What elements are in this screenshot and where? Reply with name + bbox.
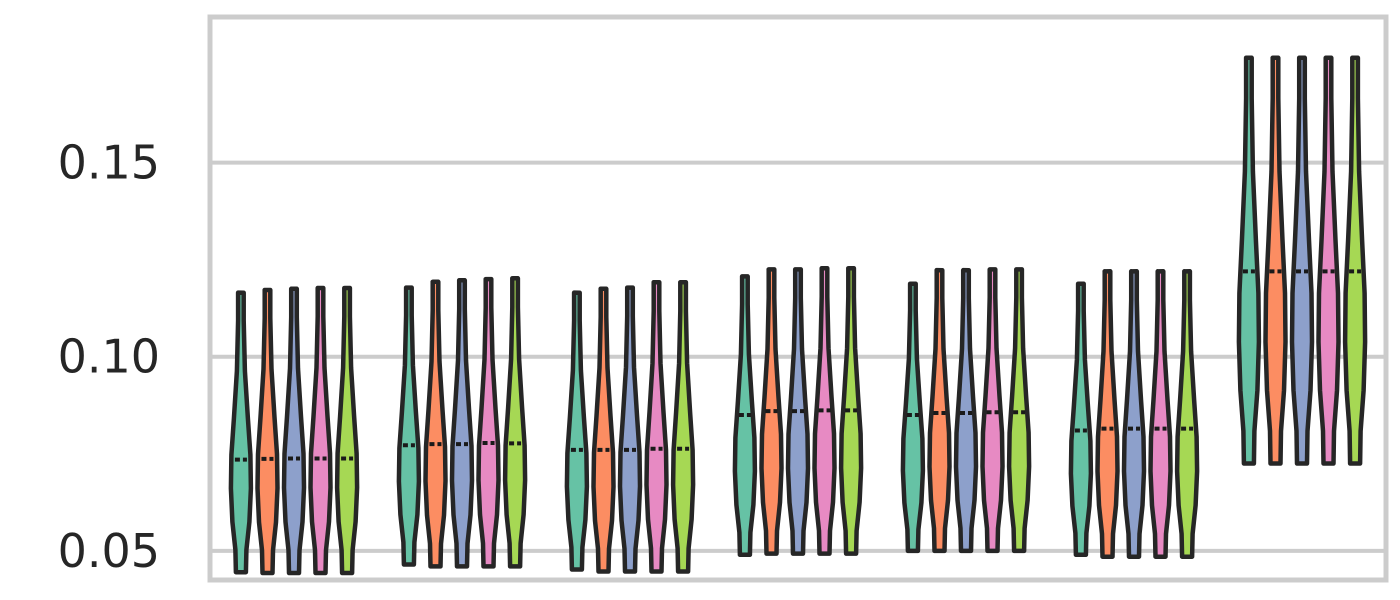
violin — [759, 267, 784, 556]
y-tick-label: 0.15 — [58, 136, 160, 190]
violin — [564, 290, 590, 572]
violin — [838, 265, 864, 556]
violin — [1068, 281, 1094, 558]
violin — [591, 286, 616, 574]
violin — [644, 279, 669, 574]
plot-frame — [207, 14, 1389, 583]
violin — [617, 285, 643, 574]
y-axis-ticks: 0.05 0.10 0.15 — [58, 136, 160, 578]
violin — [449, 278, 475, 569]
violin — [1342, 55, 1368, 466]
violin — [1316, 55, 1341, 466]
violins — [228, 55, 1368, 576]
violin — [900, 281, 926, 554]
violin — [396, 285, 422, 567]
violin — [308, 285, 333, 576]
violin — [980, 267, 1005, 554]
violin-group — [396, 276, 528, 569]
violin — [953, 267, 979, 554]
violin — [732, 274, 758, 558]
violin — [1236, 55, 1262, 466]
violin — [785, 267, 811, 556]
violin — [1289, 55, 1315, 466]
violin — [1095, 269, 1120, 559]
violin — [228, 290, 254, 575]
y-tick-label: 0.10 — [58, 330, 160, 384]
y-tick-label: 0.05 — [58, 524, 160, 578]
violin — [423, 279, 448, 569]
violin — [476, 276, 501, 569]
violin — [1174, 269, 1200, 559]
violin — [334, 285, 360, 576]
violin — [927, 267, 952, 554]
violin-group — [900, 267, 1032, 554]
violin — [1006, 267, 1032, 554]
violin-group — [564, 279, 696, 574]
violin — [812, 265, 837, 556]
violin — [670, 279, 696, 574]
violin-group — [1068, 269, 1200, 559]
violin-group — [732, 265, 864, 558]
violin — [1121, 269, 1147, 559]
violin — [281, 286, 307, 576]
violin — [255, 287, 280, 576]
violin-group — [228, 285, 360, 576]
violin — [502, 276, 528, 569]
violin — [1148, 269, 1173, 559]
violin — [1263, 55, 1288, 466]
violin-group — [1236, 55, 1368, 466]
